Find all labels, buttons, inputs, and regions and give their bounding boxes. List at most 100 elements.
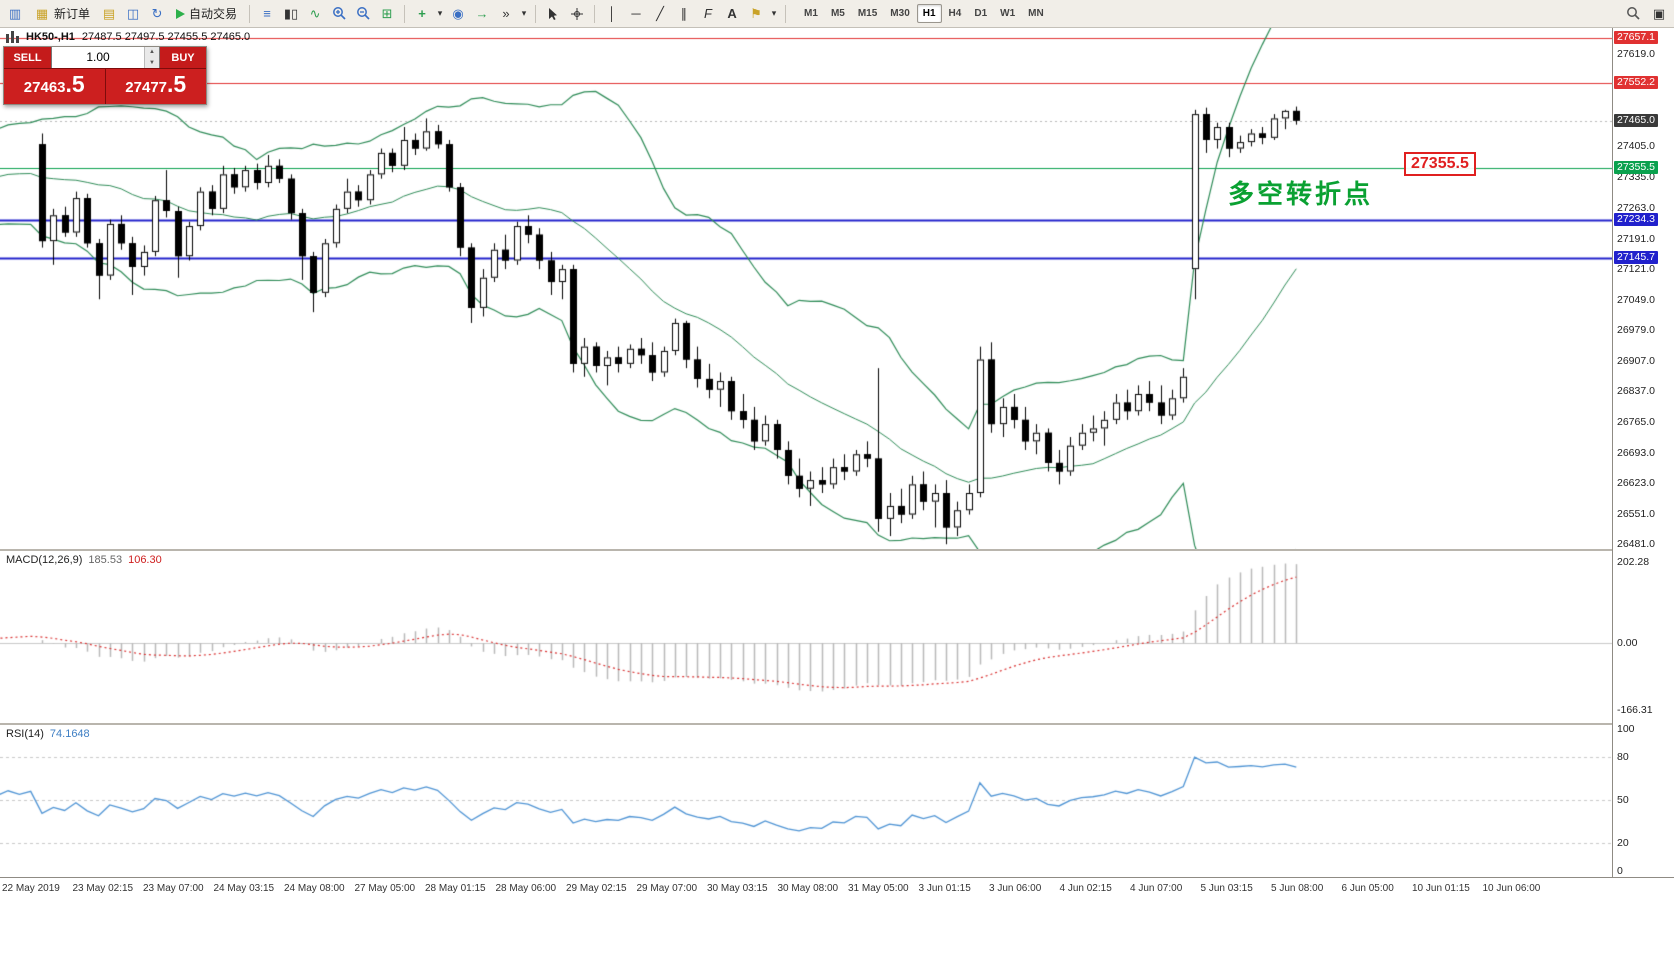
vertical-line-tool-icon[interactable]: │ [607,6,617,21]
zoom-in-icon[interactable] [328,4,350,24]
timeframe-w1[interactable]: W1 [1000,8,1016,19]
volume-stepper[interactable]: 1.00 ▲ ▼ [51,47,160,68]
rsi-axis-tick: 80 [1617,751,1629,764]
chart-shift-icon[interactable]: » [502,6,510,21]
pane-splitter[interactable] [0,549,1674,551]
chart-shift-caret[interactable]: ▾ [521,8,527,18]
price-tick: 27619.0 [1617,48,1655,61]
label-tool-icon[interactable]: ⚑ [750,5,762,21]
price-tick: 26979.0 [1617,323,1655,336]
one-click-trading-panel: SELL 1.00 ▲ ▼ BUY 27463 .5 27477 .5 [3,46,207,105]
price-tick: 26765.0 [1617,415,1655,428]
time-label: 28 May 06:00 [495,883,557,894]
price-tick: 27405.0 [1617,140,1655,153]
time-label: 4 Jun 02:15 [1059,883,1112,894]
toolbar-separator [785,4,787,23]
text-tool-icon[interactable]: A [727,6,737,21]
buy-price-button[interactable]: 27477 .5 [105,69,206,104]
time-label: 24 May 08:00 [284,883,345,894]
horizontal-line-tool-icon[interactable]: ─ [631,6,641,21]
indicators-icon[interactable]: + [418,6,426,21]
time-label: 30 May 03:15 [707,883,768,894]
time-label: 22 May 2019 [2,883,60,894]
rsi-axis-tick: 50 [1617,794,1629,806]
volume-increase-button[interactable]: ▲ [145,47,159,58]
layout-icon[interactable]: ▣ [1652,5,1666,21]
line-chart-icon[interactable]: ∿ [309,5,321,21]
new-order-button[interactable]: ▦ 新订单 [28,3,96,25]
pane-splitter[interactable] [0,723,1674,725]
timeframe-h4[interactable]: H4 [948,8,962,19]
time-label: 29 May 02:15 [566,883,627,894]
volume-value[interactable]: 1.00 [86,50,110,64]
blue-price-label: 27145.7 [1614,251,1658,265]
refresh-icon[interactable]: ↻ [151,5,163,21]
trendline-tool-icon[interactable]: ╱ [656,5,664,21]
tile-windows-icon[interactable]: ⊞ [381,5,393,21]
current-price-label: 27465.0 [1614,113,1658,127]
price-axis[interactable]: 27619.0 27405.0 27335.0 27263.0 27191.0 27121… [1612,28,1674,877]
zoom-out-icon[interactable] [352,4,374,24]
macd-chart-canvas[interactable] [0,551,1612,723]
profiles-icon[interactable]: ▤ [102,5,116,21]
timeframe-m5[interactable]: M5 [830,8,845,19]
cursor-icon[interactable] [542,4,564,24]
time-label: 28 May 01:15 [425,883,486,894]
timeframe-d1[interactable]: D1 [974,8,988,19]
sell-button[interactable]: SELL [4,47,51,68]
price-tick: 26907.0 [1617,354,1655,367]
search-icon[interactable] [1622,4,1644,24]
fibonacci-tool-icon[interactable]: F [704,6,712,21]
macd-axis-tick: -166.31 [1617,703,1653,716]
indicators-dropdown-caret[interactable]: ▾ [437,8,443,18]
toolbar-separator [594,4,596,23]
volume-decrease-button[interactable]: ▼ [145,57,159,68]
auto-trading-button[interactable]: 自动交易 [170,4,243,23]
market-watch-icon[interactable]: ◫ [126,5,140,21]
time-label: 5 Jun 03:15 [1200,883,1253,894]
timeframe-mn[interactable]: MN [1028,8,1044,19]
rsi-indicator-pane[interactable]: RSI(14) 74.1648 [0,725,1612,877]
red-price-label: 27657.1 [1614,30,1658,44]
rsi-chart-canvas[interactable] [0,725,1612,877]
time-label: 3 Jun 06:00 [989,883,1042,894]
price-tick: 26623.0 [1617,477,1655,490]
blue-price-label: 27234.3 [1614,212,1658,226]
time-label: 31 May 05:00 [848,883,909,894]
auto-scroll-icon[interactable]: → [475,6,489,21]
price-tag-annotation: 27355.5 [1404,152,1476,176]
bar-chart-icon[interactable]: ≡ [263,6,271,21]
time-label: 23 May 02:15 [72,883,134,894]
shapes-dropdown-caret[interactable]: ▾ [771,8,777,18]
rsi-value: 74.1648 [49,728,90,740]
navigator-icon[interactable]: ◉ [452,5,464,21]
price-tick: 27049.0 [1617,293,1655,306]
volume-arrows: ▲ ▼ [144,47,159,68]
auto-trading-label: 自动交易 [189,7,238,21]
crosshair-icon[interactable] [566,4,588,24]
time-label: 23 May 07:00 [143,883,204,894]
main-chart-pane[interactable]: HK50-,H1 27487.5 27497.5 27455.5 27465.0… [0,28,1612,549]
macd-indicator-pane[interactable]: MACD(12,26,9) 185.53 106.30 [0,551,1612,723]
rsi-header: RSI(14) 74.1648 [6,728,90,740]
terminal-icon[interactable]: ▥ [8,5,22,21]
sell-price-button[interactable]: 27463 .5 [4,69,106,104]
buy-button[interactable]: BUY [160,47,206,68]
candlestick-chart-canvas[interactable] [0,28,1612,549]
time-label: 29 May 07:00 [636,883,698,894]
timeframe-h1[interactable]: H1 [916,4,942,23]
timeframe-m30[interactable]: M30 [890,8,910,19]
candlestick-chart-icon[interactable]: ▮▯ [283,5,299,21]
timeframe-m15[interactable]: M15 [857,8,878,19]
price-tick: 27191.0 [1617,232,1655,245]
channel-tool-icon[interactable]: ∥ [680,5,688,21]
macd-name: MACD(12,26,9) [6,554,83,566]
timeframe-m1[interactable]: M1 [804,8,818,19]
time-axis[interactable]: 22 May 2019 23 May 02:15 23 May 07:00 24 Ma… [0,877,1674,899]
toolbar-separator [249,4,251,23]
price-tick: 26837.0 [1617,384,1655,397]
turning-point-annotation: 多空转折点 [1228,179,1374,209]
rsi-axis-tick: 0 [1617,865,1623,877]
price-tick: 26693.0 [1617,446,1655,459]
